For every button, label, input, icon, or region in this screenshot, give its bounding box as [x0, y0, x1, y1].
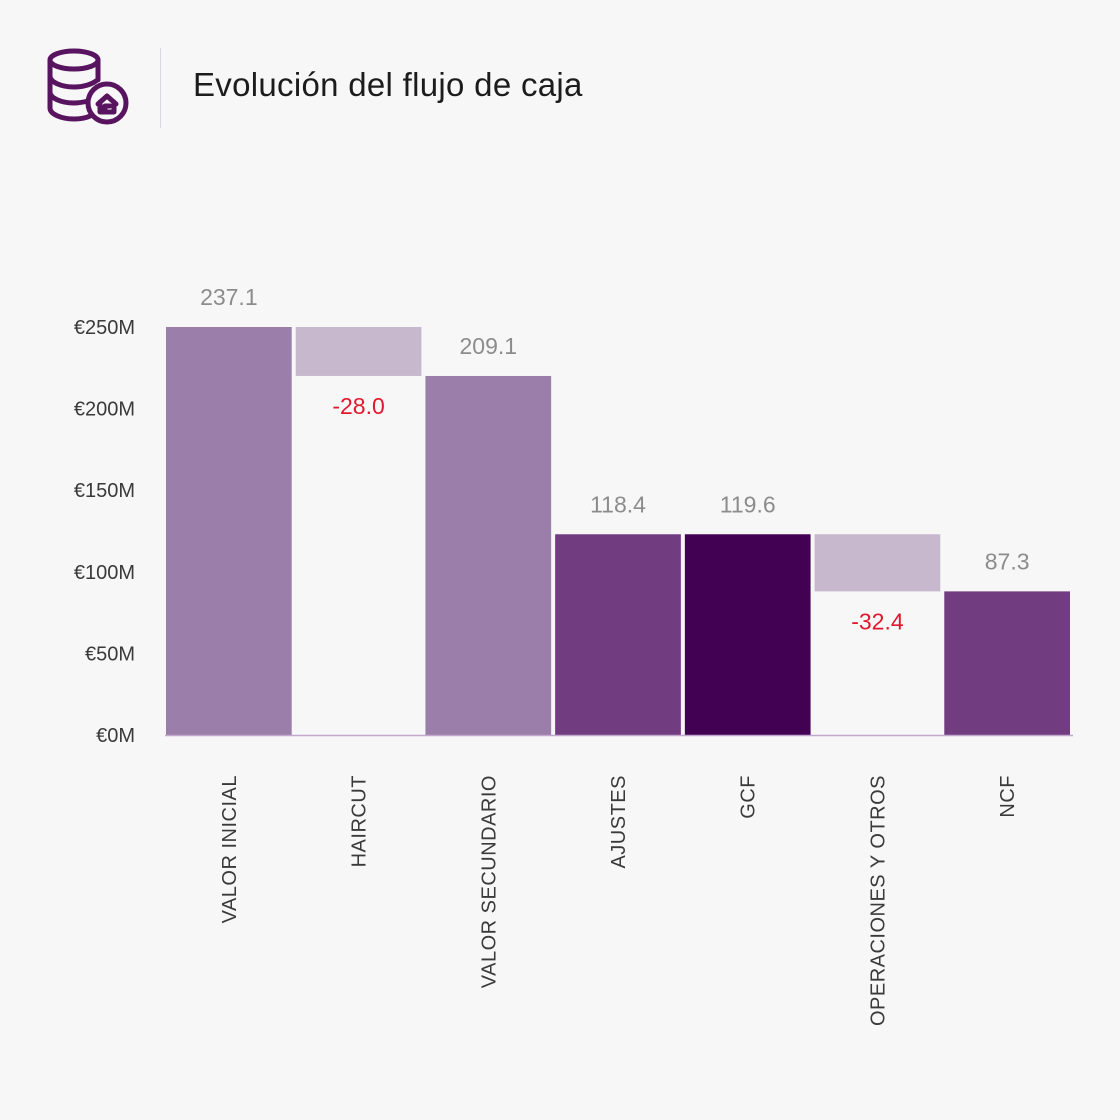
x-axis: VALOR INICIAL HAIRCUT VALOR SECUNDARIO AJUS… — [219, 775, 1019, 1026]
bar-value-label: -28.0 — [332, 393, 384, 419]
bar-valor-secundario — [425, 375, 552, 735]
y-axis: €0M €50M €100M €150M €200M €250M — [74, 317, 135, 747]
bar-gcf — [684, 534, 811, 735]
bar-value-label: 119.6 — [720, 491, 776, 517]
chart-title: Evolución del flujo de caja — [193, 66, 583, 103]
chart-header: Evolución del flujo de caja — [0, 0, 1120, 180]
bar-value-label: 237.1 — [200, 284, 258, 310]
bars — [166, 327, 1070, 735]
x-tick-label: VALOR SECUNDARIO — [478, 775, 500, 988]
coins-stack-house-icon — [47, 48, 129, 125]
y-tick-label: €150M — [74, 480, 135, 502]
bar-ajustes — [555, 534, 681, 735]
y-tick-label: €0M — [96, 725, 135, 747]
x-tick-label: AJUSTES — [608, 775, 630, 869]
x-tick-label: OPERACIONES Y OTROS — [867, 775, 889, 1026]
y-tick-label: €100M — [74, 562, 135, 584]
bar-value-label: 209.1 — [460, 333, 518, 359]
y-tick-label: €250M — [74, 317, 135, 339]
x-tick-label: GCF — [738, 775, 760, 819]
x-tick-label: NCF — [997, 775, 1019, 818]
bar-value-label: 118.4 — [590, 491, 646, 517]
x-tick-label: VALOR INICIAL — [219, 775, 241, 923]
y-tick-label: €200M — [74, 399, 135, 421]
header-divider — [160, 48, 161, 128]
bar-value-label: 87.3 — [985, 548, 1030, 574]
y-tick-label: €50M — [85, 643, 135, 665]
bar-valor-inicial — [166, 327, 292, 735]
bar-operaciones-y-otros — [814, 534, 941, 592]
bar-haircut — [295, 327, 422, 376]
x-tick-label: HAIRCUT — [349, 775, 371, 867]
value-labels: 237.1 -28.0 209.1 118.4 119.6 -32.4 87.3 — [200, 284, 1029, 634]
bar-ncf — [944, 591, 1070, 735]
bar-value-label: -32.4 — [851, 608, 904, 634]
